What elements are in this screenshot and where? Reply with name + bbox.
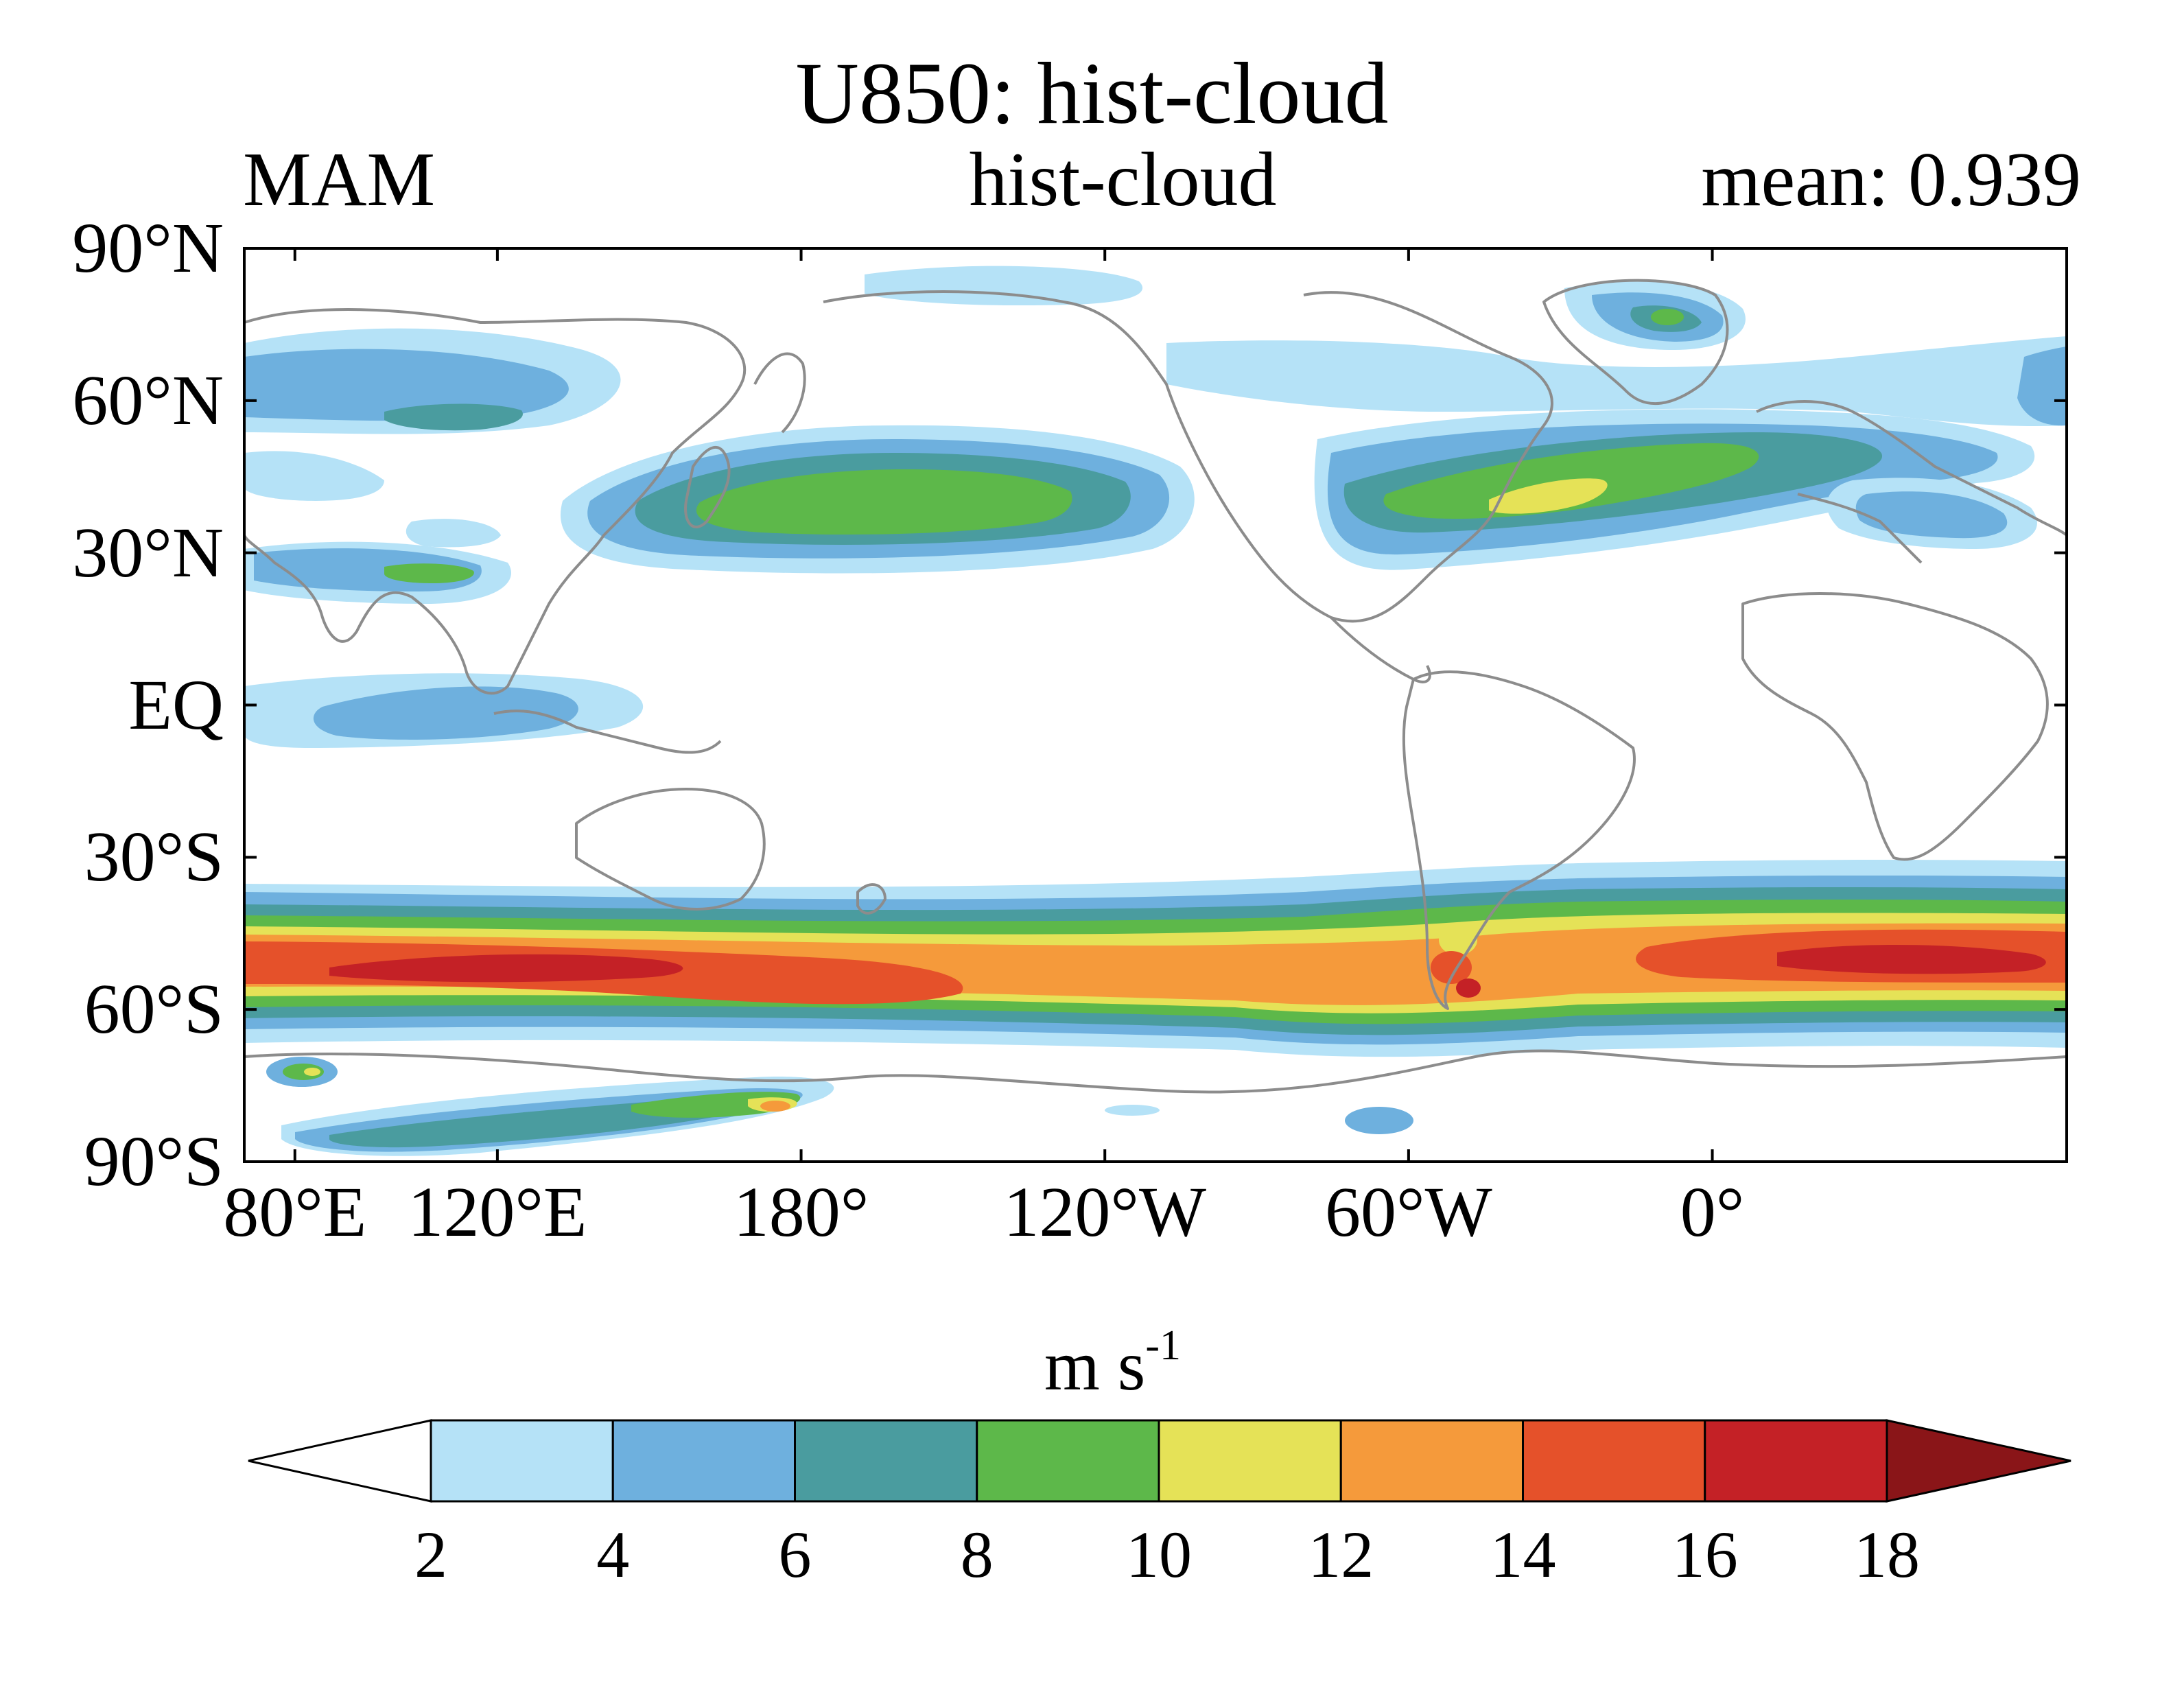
greenland-coast [1542, 279, 1729, 406]
japan-coast [684, 445, 731, 528]
lon-tick-label: 120°W [1003, 1173, 1207, 1252]
colorbar [248, 1419, 2071, 1503]
colorbar-extend-max [1886, 1419, 2071, 1503]
lat-tick-label: 60°S [84, 970, 224, 1049]
colorbar-tick-label: 8 [960, 1518, 994, 1591]
colorbar-tick-label: 18 [1854, 1518, 1920, 1591]
colorbar-tick-label: 14 [1490, 1518, 1556, 1591]
units-label: m s-1 [1044, 1322, 1182, 1405]
lon-tick-label: 0° [1680, 1173, 1745, 1252]
season-label: MAM [243, 137, 436, 222]
colorbar-tick-label: 16 [1671, 1518, 1738, 1591]
africa-coast [1741, 592, 2049, 861]
colorbar-swatch [611, 1419, 796, 1503]
colorbar-swatch [1522, 1419, 1706, 1503]
australia-coast [575, 788, 766, 911]
central-america-coast [1330, 616, 1431, 683]
southern-jet [244, 860, 2067, 1057]
colorbar-swatch [1158, 1419, 1342, 1503]
lat-tick-label: 90°N [72, 209, 224, 288]
lon-tick-label: 80°E [223, 1173, 367, 1252]
colorbar-tick-label: 12 [1308, 1518, 1374, 1591]
coastlines [244, 279, 2067, 1094]
new-zealand-coast [856, 883, 886, 915]
colorbar-swatch [1704, 1419, 1888, 1503]
mean-label: mean: 0.939 [1701, 137, 2081, 222]
kamchatka-coast [753, 352, 806, 434]
pacific-jet [560, 425, 1195, 574]
axis-ticks [244, 247, 2067, 1163]
colorbar-tick-label: 10 [1126, 1518, 1192, 1591]
colorbar-tick-label: 6 [778, 1518, 812, 1591]
map-title: U850: hist-cloud [795, 45, 1389, 142]
south-america-coast [1402, 670, 1636, 1010]
lat-tick-label: 90°S [84, 1122, 224, 1201]
lat-tick-label: 30°S [84, 817, 224, 897]
colorbar-swatch [794, 1419, 978, 1503]
eurasia-coast [244, 308, 747, 695]
experiment-label: hist-cloud [969, 137, 1277, 222]
colorbar-tick-label: 2 [414, 1518, 447, 1591]
wind-field [244, 248, 2067, 1162]
colorbar-extend-min [248, 1419, 432, 1503]
colorbar-swatch [976, 1419, 1160, 1503]
tropical-band [244, 673, 644, 748]
north-america-coast [823, 290, 1553, 623]
colorbar-swatch [1339, 1419, 1524, 1503]
colorbar-swatch [430, 1419, 614, 1503]
lon-tick-label: 60°W [1325, 1173, 1492, 1252]
lat-tick-label: 60°N [72, 360, 224, 440]
lat-tick-label: 30°N [72, 513, 224, 592]
lon-tick-label: 180° [733, 1173, 869, 1252]
antarctica-coast [244, 1049, 2067, 1094]
europe-coast [1756, 400, 2067, 564]
lon-tick-label: 120°E [408, 1173, 587, 1252]
colorbar-tick-label: 4 [596, 1518, 630, 1591]
lat-tick-label: EQ [128, 665, 224, 744]
maritime-continent-coast [493, 709, 722, 754]
atlantic-jet [1314, 409, 2037, 570]
antarctic-band [266, 1057, 1413, 1156]
